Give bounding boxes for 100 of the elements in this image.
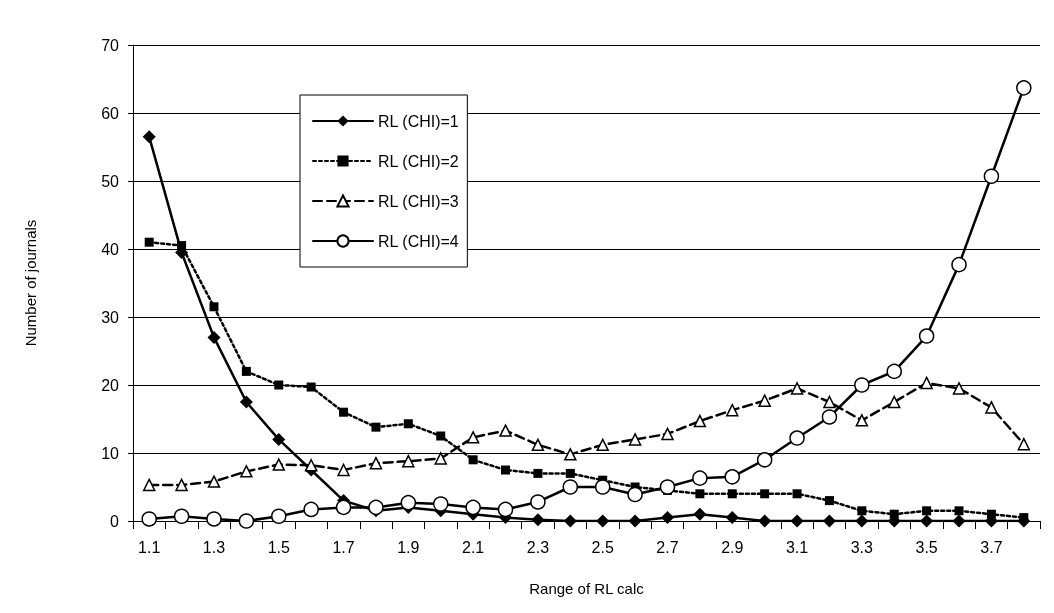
point xyxy=(922,506,932,516)
point xyxy=(918,328,935,344)
point xyxy=(465,499,481,516)
point xyxy=(857,506,867,516)
point xyxy=(562,479,579,495)
x-tick-label: 1.1 xyxy=(138,538,161,556)
point xyxy=(402,454,415,468)
point xyxy=(207,330,221,344)
point xyxy=(531,513,545,527)
point xyxy=(497,501,514,518)
point xyxy=(758,394,771,407)
point xyxy=(789,430,805,446)
point xyxy=(854,377,870,393)
legend-label: RL (CHI)=1 xyxy=(378,112,459,130)
y-tick-label: 0 xyxy=(110,512,120,530)
point xyxy=(142,130,156,144)
x-tick-label: 1.5 xyxy=(267,538,290,556)
point xyxy=(985,401,998,414)
point xyxy=(693,507,707,521)
x-tick-label: 1.9 xyxy=(397,538,420,556)
point xyxy=(564,448,577,461)
point xyxy=(563,514,577,528)
point xyxy=(627,486,643,503)
y-tick-label: 10 xyxy=(101,444,120,462)
point xyxy=(986,509,996,519)
point xyxy=(727,489,737,499)
point xyxy=(792,489,802,499)
point xyxy=(952,382,966,395)
point xyxy=(594,479,611,495)
point xyxy=(983,168,1000,184)
y-tick-label: 50 xyxy=(101,172,120,190)
point xyxy=(725,511,739,525)
point xyxy=(693,414,707,428)
point xyxy=(335,499,352,516)
point xyxy=(954,506,964,516)
point xyxy=(628,433,642,446)
point xyxy=(403,419,413,429)
point xyxy=(758,514,772,528)
point xyxy=(144,237,154,247)
x-tick-label: 1.3 xyxy=(202,538,226,556)
point xyxy=(855,414,869,427)
point xyxy=(952,514,966,528)
legend-label: RL (CHI)=2 xyxy=(378,152,459,170)
point xyxy=(173,508,190,524)
point xyxy=(724,469,741,485)
y-tick-label: 30 xyxy=(101,308,120,326)
point xyxy=(661,427,674,441)
point xyxy=(530,494,546,510)
y-tick-label: 20 xyxy=(101,376,120,394)
y-tick-label: 40 xyxy=(101,240,120,258)
point xyxy=(790,382,804,395)
point xyxy=(822,514,836,528)
point xyxy=(1017,437,1031,451)
y-tick-label: 70 xyxy=(101,36,120,54)
point xyxy=(628,514,642,528)
point xyxy=(887,395,901,409)
point xyxy=(659,479,676,495)
point xyxy=(241,366,251,376)
point xyxy=(337,463,350,477)
point xyxy=(596,438,609,452)
point xyxy=(790,514,804,528)
point xyxy=(271,508,287,524)
point xyxy=(206,511,222,527)
point xyxy=(821,409,838,425)
point xyxy=(272,458,286,471)
point xyxy=(434,452,447,465)
point xyxy=(920,514,934,528)
x-tick-label: 2.9 xyxy=(721,538,744,556)
point xyxy=(306,382,316,392)
x-tick-label: 1.7 xyxy=(332,538,355,556)
point xyxy=(238,513,255,529)
point xyxy=(1016,80,1032,96)
point xyxy=(207,475,221,488)
point xyxy=(400,494,417,511)
point xyxy=(726,403,739,417)
point xyxy=(274,380,284,390)
point xyxy=(240,465,253,478)
point xyxy=(756,452,773,468)
point xyxy=(368,499,384,516)
x-axis-title: Range of RL calc xyxy=(529,580,645,597)
point xyxy=(823,395,836,409)
point xyxy=(596,514,610,528)
point xyxy=(760,489,770,499)
x-tick-label: 2.5 xyxy=(591,538,614,556)
point xyxy=(886,363,902,380)
point xyxy=(175,478,188,492)
point xyxy=(339,407,349,417)
x-tick-label: 3.1 xyxy=(785,538,809,556)
point xyxy=(209,302,219,312)
point xyxy=(695,489,705,499)
x-tick-label: 3.5 xyxy=(915,538,938,556)
point xyxy=(855,514,869,528)
point xyxy=(369,456,383,470)
point xyxy=(142,478,156,492)
point xyxy=(466,431,480,444)
point xyxy=(889,509,899,519)
x-tick-label: 2.7 xyxy=(656,538,679,556)
point xyxy=(272,432,286,446)
point xyxy=(433,496,449,512)
y-axis-title: Number of journals xyxy=(22,219,39,347)
